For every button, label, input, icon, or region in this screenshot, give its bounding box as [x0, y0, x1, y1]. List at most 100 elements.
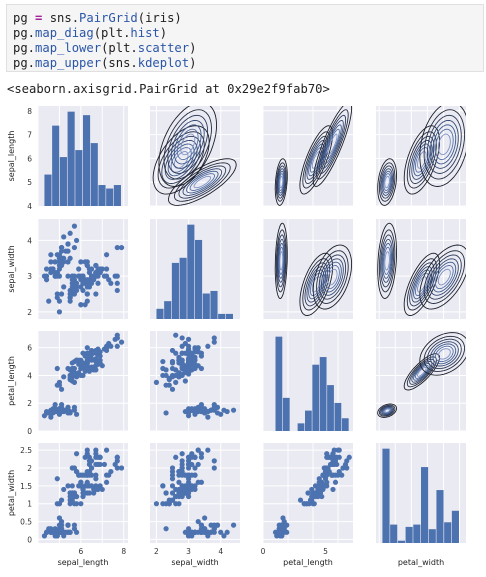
kde-contour	[299, 252, 334, 316]
x-tick-label: 5	[323, 547, 328, 556]
kde-contour	[318, 114, 347, 174]
scatter-point	[58, 248, 65, 254]
scatter-point	[169, 365, 176, 372]
scatter-point	[114, 244, 120, 251]
kde-contour	[413, 143, 431, 177]
scatter-point	[56, 255, 63, 261]
kde-contour	[325, 128, 340, 161]
code-cell[interactable]: pg = sns.PairGrid(iris) pg.map_diag(plt.h…	[6, 4, 484, 72]
hist-bar	[282, 397, 290, 431]
scatter-point	[114, 458, 120, 464]
scatter-point	[179, 483, 185, 489]
scatter-point	[84, 298, 90, 304]
hist-bar	[327, 385, 334, 431]
hist-bar	[90, 143, 98, 206]
scatter-point	[198, 365, 205, 372]
scatter-point	[93, 349, 99, 355]
scatter-point	[63, 529, 69, 535]
scatter-point	[73, 451, 80, 457]
scatter-point	[43, 273, 50, 279]
scatter-point	[65, 522, 71, 528]
scatter-point	[84, 280, 90, 286]
scatter-point	[202, 515, 208, 521]
hist-bar	[164, 301, 172, 319]
scatter-point	[82, 259, 88, 265]
code-token: pg	[13, 11, 36, 25]
scatter-point	[69, 280, 75, 286]
panel-marks	[377, 106, 466, 206]
scatter-point	[198, 353, 205, 359]
scatter-point	[63, 248, 69, 254]
kde-contour	[164, 139, 198, 180]
panel-marks	[41, 223, 125, 315]
code-token: )	[159, 26, 168, 40]
x-tick-label: 8	[121, 547, 126, 556]
kde-contour	[429, 258, 459, 296]
hist-bar	[428, 529, 436, 543]
scatter-point	[205, 533, 211, 539]
scatter-point	[173, 493, 179, 500]
x-tick-label: 4	[218, 547, 223, 556]
scatter-point	[329, 472, 335, 478]
hist-bar	[202, 293, 210, 319]
kde-contour	[429, 119, 459, 169]
scatter-point	[331, 447, 337, 453]
kde-contour	[378, 229, 396, 293]
kde-contour	[380, 234, 395, 288]
scatter-point	[169, 490, 176, 496]
scatter-point	[211, 522, 217, 528]
kde-contour	[382, 407, 392, 415]
kde-contour	[302, 258, 331, 311]
hist-bar	[52, 125, 60, 206]
scatter-point	[93, 447, 99, 453]
scatter-point	[317, 486, 324, 493]
scatter-point	[163, 367, 169, 373]
scatter-point	[224, 408, 230, 415]
kde-contour	[277, 238, 286, 283]
scatter-point	[163, 526, 169, 532]
scatter-point	[327, 454, 334, 460]
scatter-point	[114, 287, 120, 294]
scatter-point	[319, 493, 325, 500]
kde-contour	[437, 133, 451, 156]
scatter-point	[82, 454, 88, 460]
scatter-point	[211, 458, 217, 464]
kde-contour	[415, 147, 429, 173]
scatter-point	[76, 273, 82, 279]
scatter-point	[84, 291, 90, 297]
scatter-point	[114, 343, 120, 349]
scatter-point	[189, 350, 195, 356]
scatter-point	[221, 533, 227, 539]
kde-contour	[275, 162, 287, 202]
panel-sepal_width-sepal_width	[150, 219, 240, 319]
code-token: map_lower	[35, 41, 102, 55]
scatter-point	[297, 497, 304, 503]
kde-contour	[178, 165, 227, 199]
scatter-point	[179, 350, 185, 356]
scatter-point	[71, 291, 78, 297]
panel-petal_width-petal_length	[262, 443, 353, 543]
code-token: pg.	[13, 56, 36, 70]
scatter-point	[195, 529, 201, 535]
y-tick-label: 0.5	[20, 518, 32, 527]
scatter-point	[71, 501, 78, 507]
scatter-point	[185, 465, 192, 471]
panel-petal_length-sepal_length	[37, 331, 128, 432]
hist-bar	[106, 188, 114, 206]
scatter-point	[108, 468, 114, 475]
scatter-point	[169, 468, 176, 475]
scatter-point	[103, 273, 110, 279]
scatter-point	[80, 287, 86, 294]
scatter-point	[67, 298, 73, 304]
kde-contour	[321, 119, 344, 169]
scatter-point	[103, 252, 110, 258]
scatter-point	[284, 529, 290, 535]
kde-contour	[278, 173, 284, 191]
hist-bar	[341, 418, 349, 431]
panel-petal_length-sepal_width	[150, 331, 240, 432]
code-line: pg = sns.PairGrid(iris)	[13, 11, 182, 26]
hist-bar	[436, 490, 444, 543]
kde-contour	[316, 250, 349, 304]
kde-contour	[411, 139, 433, 180]
kde-contour	[381, 168, 393, 196]
